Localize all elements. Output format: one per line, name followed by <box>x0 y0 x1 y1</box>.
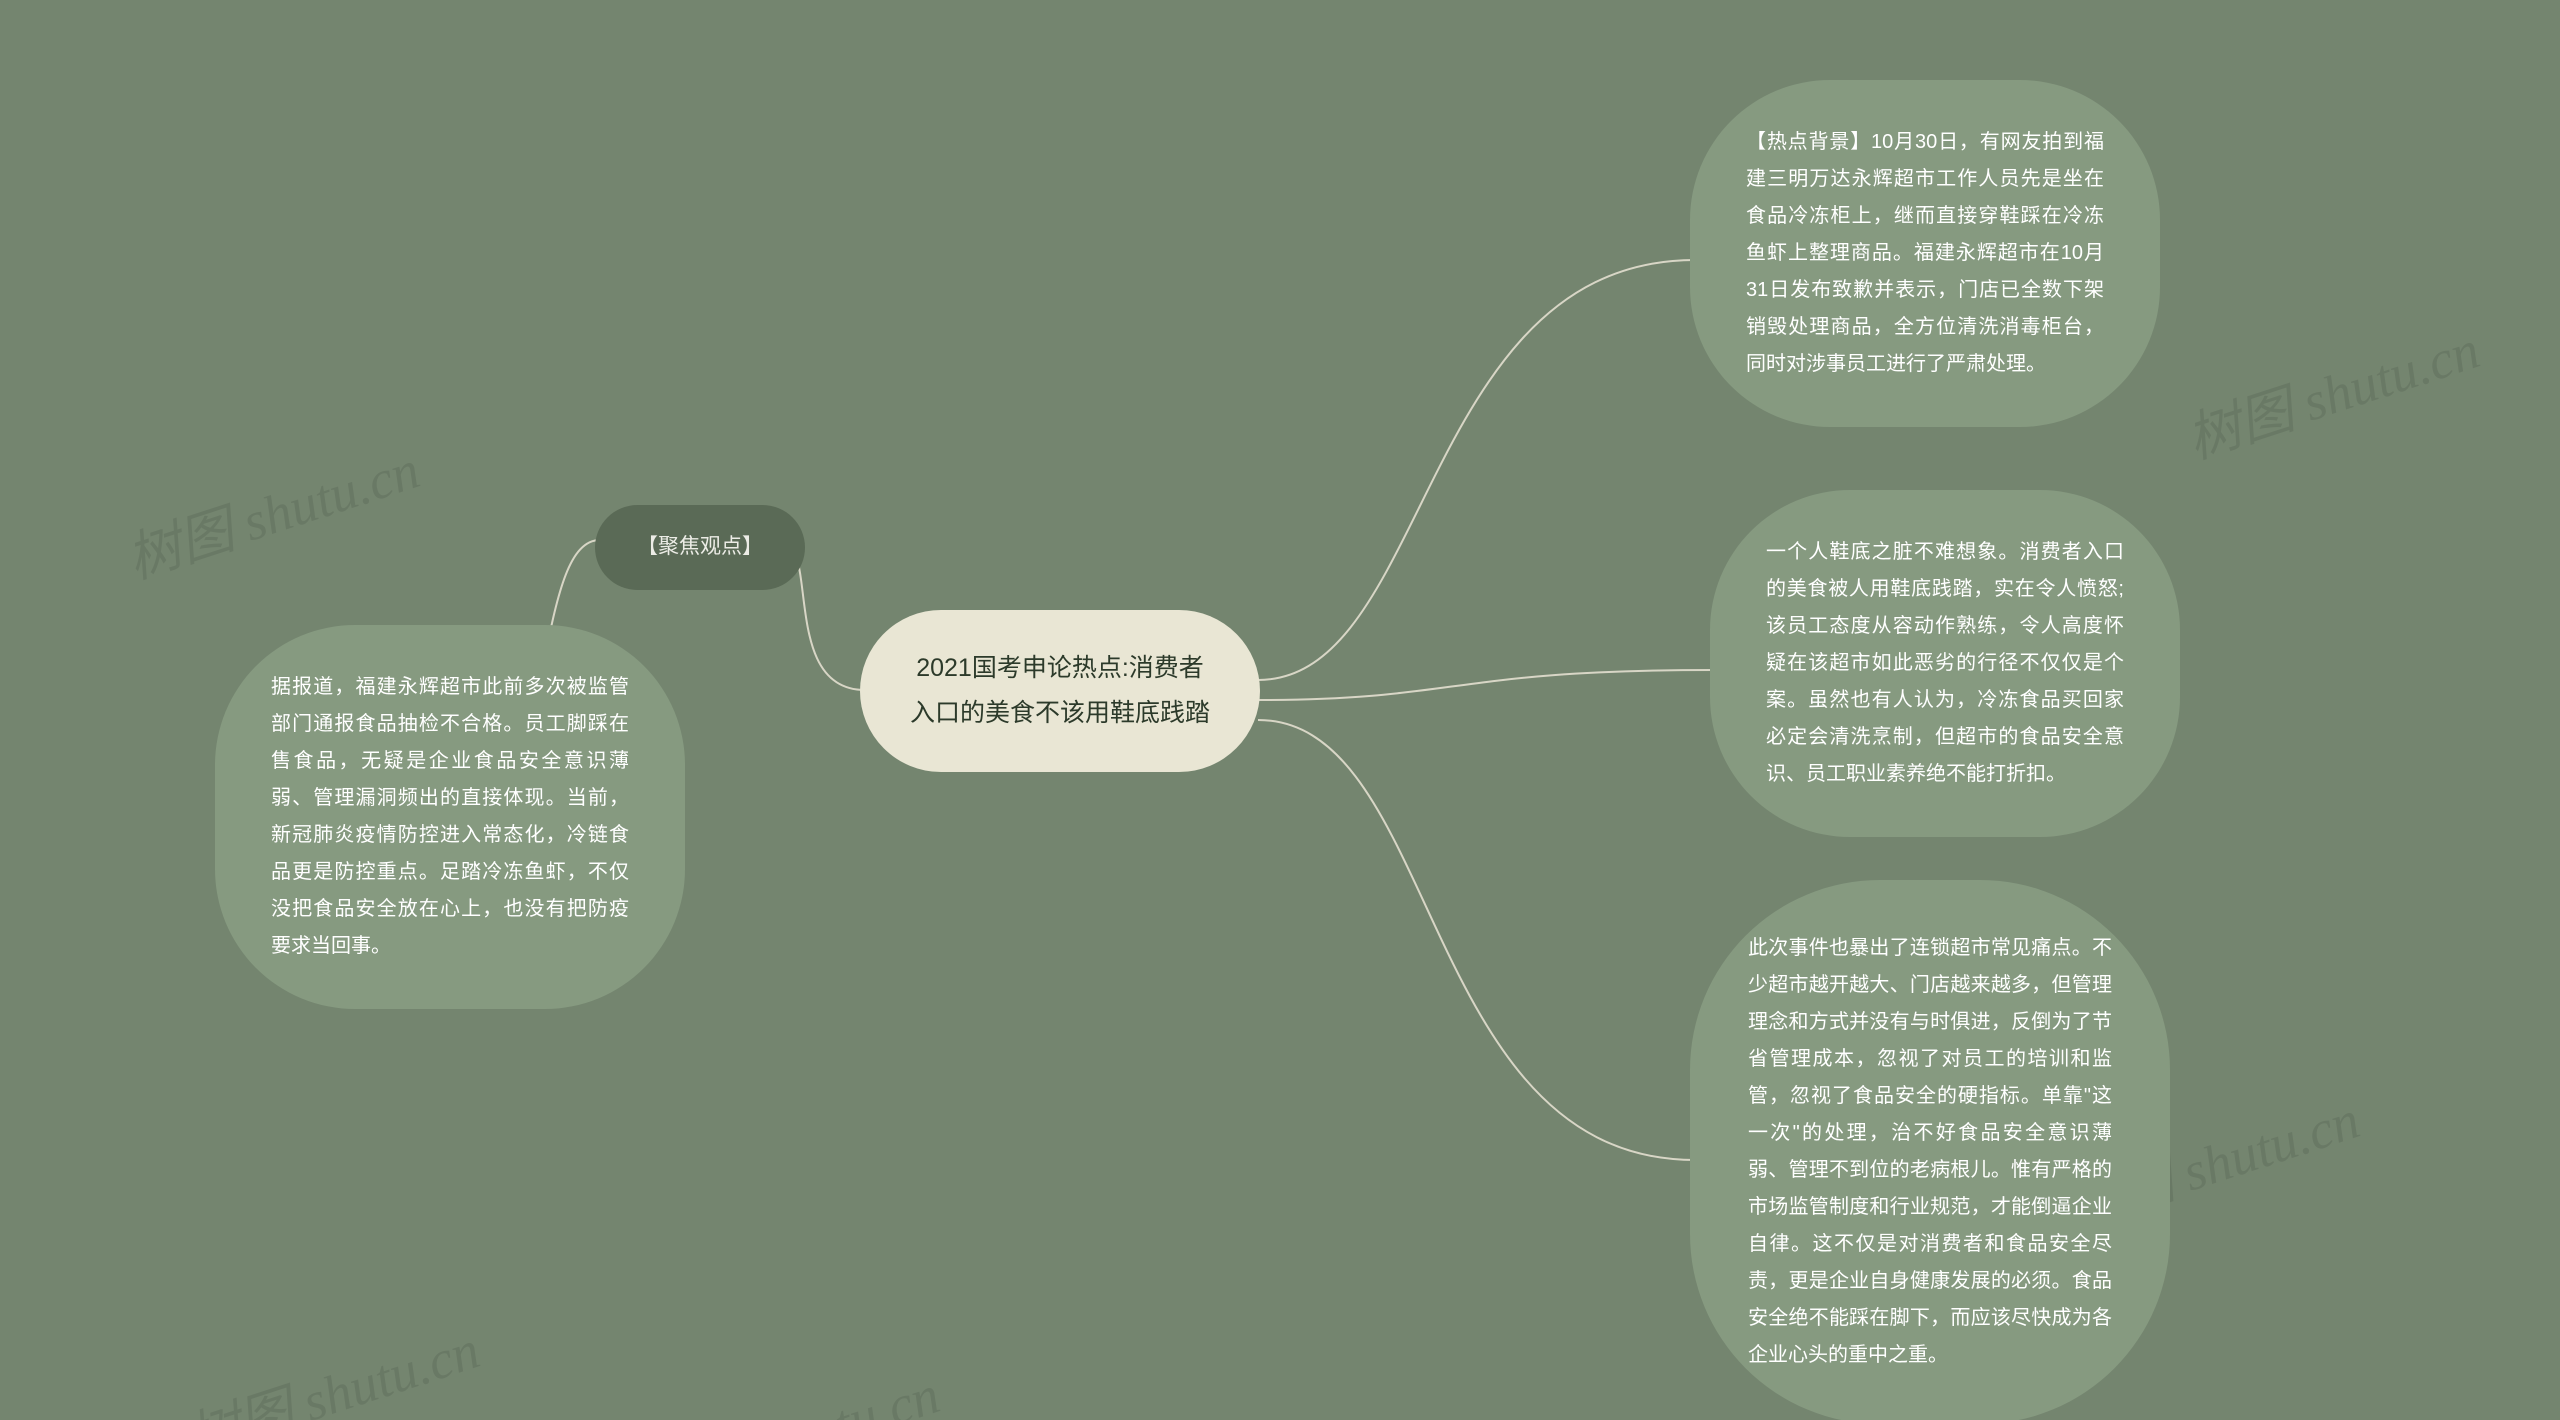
center-node[interactable]: 2021国考申论热点:消费者入口的美食不该用鞋底践踏 <box>860 610 1260 772</box>
right-top-text: 【热点背景】10月30日，有网友拍到福建三明万达永辉超市工作人员先是坐在食品冷冻… <box>1746 131 2104 375</box>
watermark: 树图 shutu.cn <box>175 1305 488 1420</box>
center-node-text: 2021国考申论热点:消费者入口的美食不该用鞋底践踏 <box>910 654 1210 727</box>
left-leaf-node[interactable]: 据报道，福建永辉超市此前多次被监管部门通报食品抽检不合格。员工脚踩在售食品，无疑… <box>215 625 685 1009</box>
watermark: 树图 shutu.cn <box>115 425 428 594</box>
edge <box>1258 670 1715 700</box>
watermark: 树图 shutu.cn <box>2175 305 2488 474</box>
watermark: 树图 shutu.cn <box>635 1350 948 1420</box>
left-small-text: 【聚焦观点】 <box>637 535 763 558</box>
left-leaf-text: 据报道，福建永辉超市此前多次被监管部门通报食品抽检不合格。员工脚踩在售食品，无疑… <box>271 676 629 957</box>
edge <box>1258 260 1695 680</box>
right-mid-node[interactable]: 一个人鞋底之脏不难想象。消费者入口的美食被人用鞋底践踏，实在令人愤怒;该员工态度… <box>1710 490 2180 837</box>
left-small-node[interactable]: 【聚焦观点】 <box>595 505 805 590</box>
edge <box>1258 720 1695 1160</box>
right-mid-text: 一个人鞋底之脏不难想象。消费者入口的美食被人用鞋底践踏，实在令人愤怒;该员工态度… <box>1766 541 2124 785</box>
right-top-node[interactable]: 【热点背景】10月30日，有网友拍到福建三明万达永辉超市工作人员先是坐在食品冷冻… <box>1690 80 2160 427</box>
right-bottom-text: 此次事件也暴出了连锁超市常见痛点。不少超市越开越大、门店越来越多，但管理理念和方… <box>1748 937 2112 1366</box>
right-bottom-node[interactable]: 此次事件也暴出了连锁超市常见痛点。不少超市越开越大、门店越来越多，但管理理念和方… <box>1690 880 2170 1420</box>
